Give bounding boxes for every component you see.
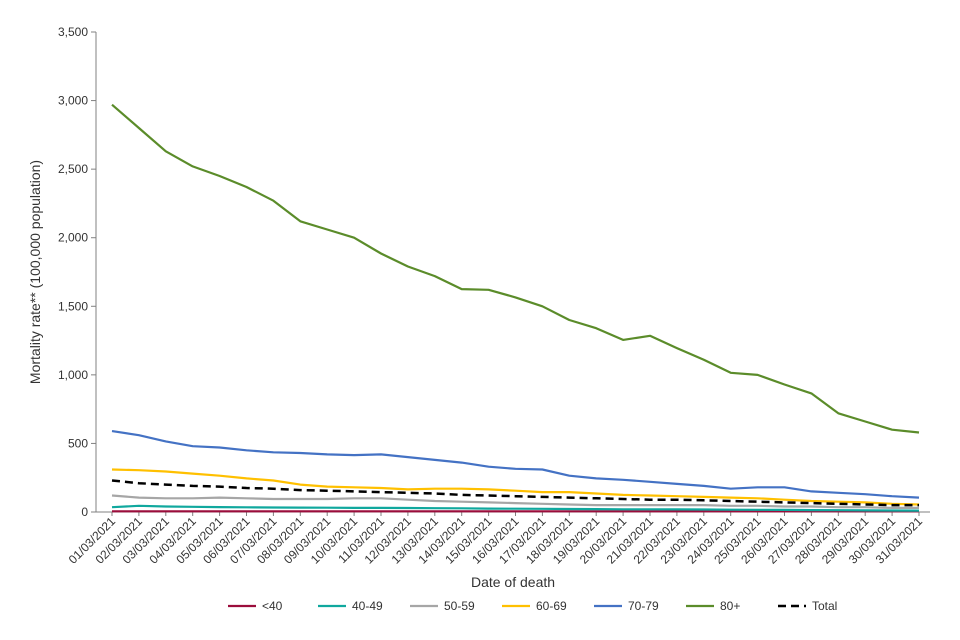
y-tick-label: 3,000 <box>58 94 88 108</box>
legend-label: 70-79 <box>628 599 659 613</box>
y-tick-label: 2,500 <box>58 162 88 176</box>
legend-label: 40-49 <box>352 599 383 613</box>
y-tick-label: 500 <box>68 436 88 450</box>
series-line-50-59 <box>111 494 919 509</box>
series-line-60-69 <box>111 468 920 506</box>
y-tick-label: 0 <box>81 505 88 519</box>
y-tick-label: 1,000 <box>58 368 88 382</box>
legend-label: 60-69 <box>536 599 567 613</box>
series-line-40-49 <box>111 504 920 512</box>
legend-label: 80+ <box>720 599 740 613</box>
series-line-70-79 <box>111 430 920 499</box>
legend-label: 50-59 <box>444 599 475 613</box>
series-line-80 <box>111 103 920 434</box>
y-axis-title: Mortality rate** (100,000 population) <box>27 160 43 384</box>
legend: <40 40-49 50-59 60-69 70-79 80+ Total <box>228 599 837 613</box>
axes <box>95 32 930 513</box>
legend-label: <40 <box>262 599 283 613</box>
series-lines <box>111 103 920 513</box>
y-tick-labels: 0 500 1,000 1,500 2,000 2,500 3,000 3,500 <box>58 25 96 519</box>
y-tick-label: 3,500 <box>58 25 88 39</box>
y-tick-label: 2,000 <box>58 231 88 245</box>
legend-label: Total <box>812 599 837 613</box>
series-line-total <box>111 479 919 507</box>
y-tick-label: 1,500 <box>58 299 88 313</box>
x-tick-labels: 01/03/202102/03/202103/03/202104/03/2021… <box>66 512 925 567</box>
x-axis-title: Date of death <box>471 574 555 590</box>
